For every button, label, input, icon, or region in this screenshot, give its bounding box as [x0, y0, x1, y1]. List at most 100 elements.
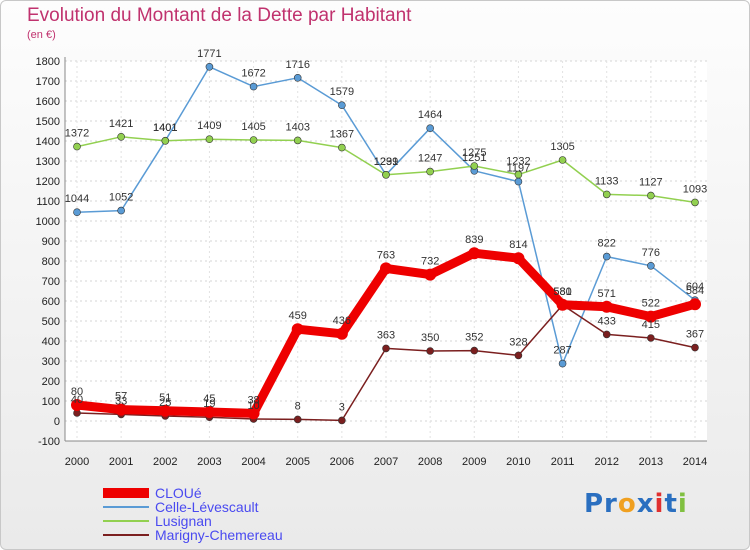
y-tick-label: -100 — [38, 436, 60, 448]
x-tick-label: 2014 — [683, 456, 707, 468]
data-point — [602, 252, 611, 261]
data-label: 580 — [553, 286, 571, 298]
y-tick-label: 1300 — [36, 156, 60, 168]
x-tick-label: 2003 — [197, 456, 221, 468]
data-point — [644, 310, 657, 323]
data-label: 25 — [159, 397, 171, 409]
y-tick-label: 100 — [42, 396, 60, 408]
y-tick-label: 1100 — [36, 196, 60, 208]
x-tick-label: 2012 — [594, 456, 618, 468]
data-label: 822 — [598, 238, 616, 250]
data-label: 1299 — [374, 156, 398, 168]
data-label: 1579 — [330, 86, 354, 98]
data-label: 436 — [333, 315, 351, 327]
data-label: 40 — [71, 394, 83, 406]
y-tick-label: 500 — [42, 316, 60, 328]
data-point — [514, 351, 523, 360]
data-point — [249, 136, 258, 144]
data-label: 522 — [642, 298, 660, 310]
x-tick-label: 2011 — [551, 456, 575, 468]
data-point — [205, 135, 214, 143]
data-label: 1231 — [374, 156, 398, 168]
y-tick-label: 700 — [42, 276, 60, 288]
data-point — [71, 399, 83, 411]
data-point — [512, 252, 525, 265]
data-point — [161, 137, 170, 145]
data-point — [514, 177, 523, 186]
data-label: 1247 — [418, 153, 442, 165]
data-label: 33 — [115, 395, 127, 407]
data-label: 1305 — [550, 141, 574, 153]
data-point — [556, 298, 569, 311]
y-tick-label: 1800 — [36, 56, 60, 68]
data-label: 45 — [203, 393, 215, 405]
x-tick-label: 2006 — [330, 456, 354, 468]
data-label: 763 — [377, 249, 395, 261]
data-point — [602, 190, 611, 199]
data-point — [117, 206, 125, 215]
data-point — [249, 82, 258, 91]
data-point — [380, 262, 392, 275]
data-label: 1672 — [241, 68, 265, 80]
data-label: 287 — [553, 345, 571, 357]
x-tick-label: 2001 — [109, 456, 133, 468]
data-label: 1405 — [241, 121, 265, 133]
data-label: 1232 — [506, 156, 530, 168]
y-tick-label: 1700 — [36, 76, 60, 88]
data-label: 3 — [339, 401, 345, 413]
data-label: 1401 — [153, 122, 177, 134]
data-point — [691, 198, 699, 207]
data-label: 352 — [465, 332, 483, 344]
data-point — [426, 167, 434, 176]
data-point — [689, 298, 701, 311]
data-point — [335, 327, 348, 340]
legend-label: Marigny-Chemereau — [155, 527, 283, 543]
x-tick-label: 2002 — [153, 456, 177, 468]
data-point — [115, 403, 128, 416]
y-tick-label: 0 — [54, 416, 60, 428]
data-point — [558, 156, 567, 164]
x-tick-label: 2005 — [285, 456, 309, 468]
data-label: 1127 — [639, 177, 663, 189]
data-point — [338, 416, 346, 425]
x-tick-label: 2007 — [374, 456, 398, 468]
legend-label: Celle-Lévescault — [155, 499, 259, 515]
x-tick-label: 2010 — [506, 456, 530, 468]
data-label: 1401 — [153, 122, 177, 134]
data-point — [338, 101, 346, 109]
y-tick-label: 1600 — [36, 96, 60, 108]
data-label: 367 — [686, 329, 704, 341]
y-tick-label: 1400 — [36, 136, 60, 148]
y-tick-label: 600 — [42, 296, 60, 308]
y-tick-label: 300 — [42, 356, 60, 368]
data-label: 8 — [295, 400, 301, 412]
data-label: 839 — [465, 234, 483, 246]
data-point — [647, 261, 655, 270]
data-point — [159, 404, 172, 417]
data-label: 732 — [421, 256, 439, 268]
data-point — [382, 344, 390, 353]
data-point — [558, 359, 567, 368]
y-tick-label: 400 — [42, 336, 60, 348]
data-point — [600, 300, 613, 313]
legend-label: CLOUé — [155, 485, 202, 501]
data-label: 776 — [642, 247, 660, 259]
data-point — [205, 63, 214, 71]
chart-title: Evolution du Montant de la Dette par Hab… — [27, 5, 412, 26]
data-label: 350 — [421, 332, 439, 344]
data-label: 433 — [598, 315, 616, 327]
data-point — [203, 406, 216, 418]
data-label: 459 — [289, 310, 307, 322]
data-point — [291, 323, 304, 336]
data-label: 1275 — [462, 147, 486, 159]
data-label: 80 — [71, 386, 83, 398]
data-label: 1251 — [462, 152, 486, 164]
x-tick-label: 2013 — [639, 456, 663, 468]
data-label: 1716 — [285, 59, 309, 71]
data-label: 604 — [686, 281, 704, 293]
data-label: 1403 — [285, 121, 309, 133]
data-point — [514, 170, 523, 179]
data-label: 363 — [377, 329, 395, 341]
y-tick-label: 1000 — [36, 216, 60, 228]
